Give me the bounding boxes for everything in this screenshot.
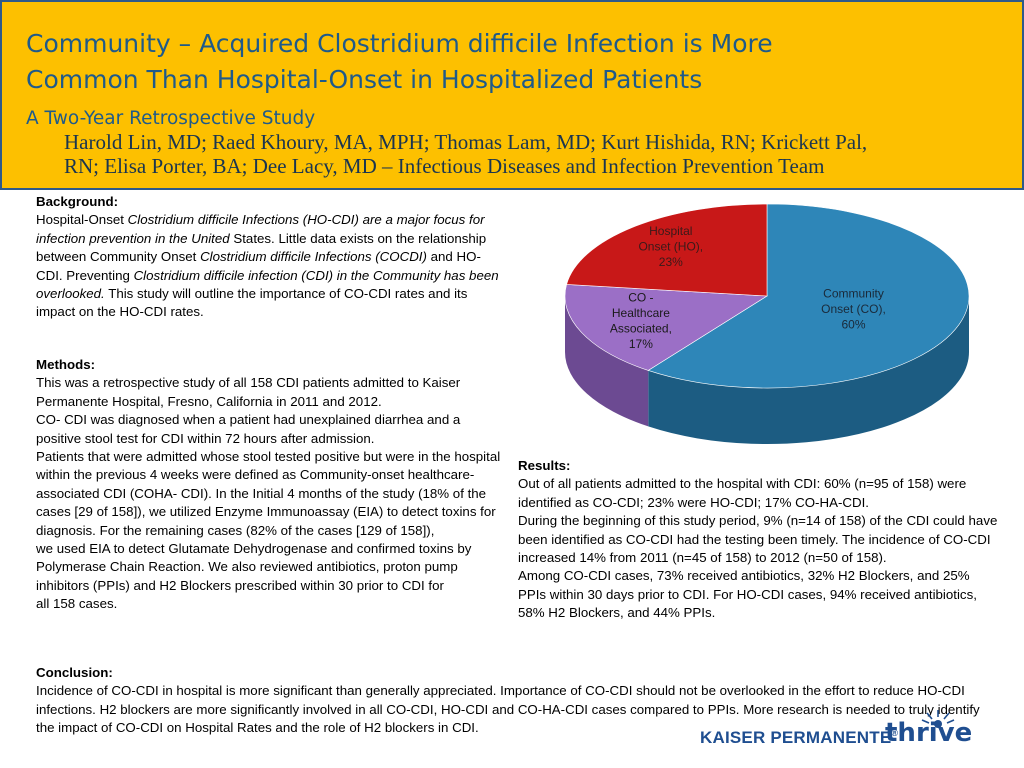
pie-label-0: 60% (841, 317, 865, 331)
pie-label-1: Associated, (610, 322, 672, 336)
results-heading: Results: (518, 458, 571, 473)
pie-label-1: Healthcare (612, 306, 670, 320)
pie-chart: Community Onset (CO), 60% CO - Healthcare Ass… (553, 200, 983, 462)
results-line: Among CO-CDI cases, 73% received antibio… (518, 568, 977, 621)
background-text-italic: Clostridium difficile Infections (HO-CDI… (36, 212, 485, 246)
title-line-2: Common Than Hospital-Onset in Hospitaliz… (26, 65, 703, 94)
background-text-part: and HO-CDI. Preventing (36, 249, 481, 283)
title-line-1: Community – Acquired Clostridium diffici… (26, 29, 773, 58)
methods-line: CO- CDI was diagnosed when a patient had… (36, 412, 461, 446)
methods-line: we used EIA to detect Glutamate Dehydrog… (36, 541, 472, 593)
poster-subtitle: A Two-Year Retrospective Study (26, 108, 316, 129)
kaiser-logo-text: KAISER PERMANENTE (700, 728, 892, 747)
author-list: Harold Lin, MD; Raed Khoury, MA, MPH; Th… (64, 130, 1014, 178)
pie-slice-2 (566, 203, 768, 297)
conclusion-section: Conclusion: Incidence of CO-CDI in hospi… (36, 664, 986, 738)
poster-title: Community – Acquired Clostridium diffici… (26, 26, 986, 98)
pie-label-2: Onset (HO), (638, 239, 703, 253)
registered-mark: ® (891, 728, 899, 738)
pie-chart-svg: Community Onset (CO),60% CO -Healthcare Ass… (564, 203, 970, 444)
background-text-italic: Clostridium difficile infection (CDI) in… (36, 267, 499, 302)
results-section: Results: Out of all patients admitted to… (518, 457, 1000, 623)
methods-line: This was a retrospective study of all 15… (36, 375, 461, 409)
results-line: been identified as CO-CDI had the testin… (518, 531, 991, 566)
pie-label-1: 17% (629, 337, 653, 351)
pie-label-2: Hospital (649, 224, 692, 238)
pie-label-2: 23% (659, 255, 683, 269)
methods-heading: Methods: (36, 357, 96, 372)
background-text-italic: Clostridium difficile Infections (COCDI) (200, 249, 427, 265)
background-heading: Background: (36, 194, 119, 209)
poster-header: Community – Acquired Clostridium diffici… (0, 0, 1024, 190)
background-section: Background: Hospital-Onset Clostridium d… (36, 193, 501, 322)
background-text-part: This study will outline the importance o… (36, 286, 468, 320)
methods-line: all 158 cases. (36, 596, 118, 612)
pie-slice-1 (564, 284, 768, 371)
methods-line: Patients that were admitted whose stool … (36, 449, 501, 538)
conclusion-heading: Conclusion: (36, 665, 113, 680)
kp-sun-icon (921, 710, 955, 728)
kaiser-permanente-logo: KAISER PERMANENTE® (700, 728, 898, 748)
methods-section: Methods: This was a retrospective study … (36, 356, 501, 614)
pie-label-0: Onset (CO), (821, 302, 886, 316)
conclusion-text: Incidence of CO-CDI in hospital is more … (36, 683, 980, 736)
pie-slice-side-0 (648, 296, 969, 444)
background-text: Hospital-Onset Clostridium difficile Inf… (36, 211, 501, 321)
pie-slice-0 (647, 203, 970, 389)
pie-slice-side-1 (565, 296, 649, 427)
results-line: During the beginning of this study perio… (518, 513, 998, 529)
authors-line-2: RN; Elisa Porter, BA; Dee Lacy, MD – Inf… (64, 154, 825, 178)
background-text-part: States. Little data exists on the relati… (36, 230, 487, 265)
pie-label-0: Community (823, 286, 884, 300)
background-text-part: Hospital-Onset (36, 212, 128, 228)
thrive-logo: thrive (885, 718, 973, 748)
authors-line-1: Harold Lin, MD; Raed Khoury, MA, MPH; Th… (64, 130, 868, 154)
results-line: Out of all patients admitted to the hosp… (518, 476, 967, 510)
pie-label-1: CO - (628, 291, 653, 305)
